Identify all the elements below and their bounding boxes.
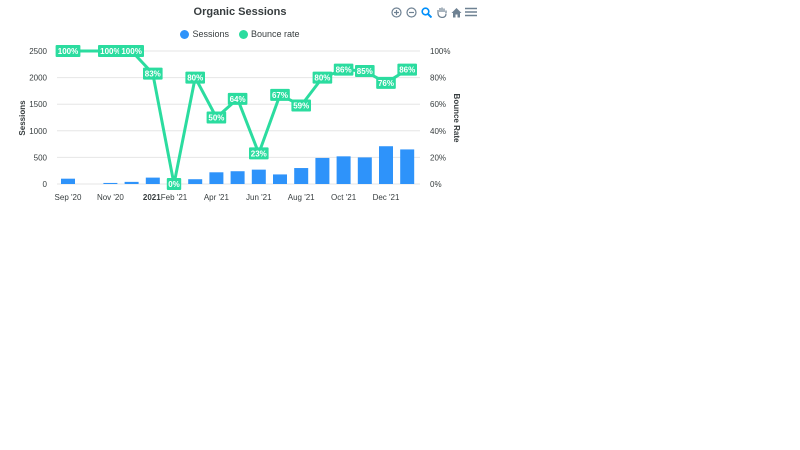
legend-label: Sessions <box>192 29 229 39</box>
pan-icon[interactable] <box>435 5 447 19</box>
data-label-bg <box>185 71 205 84</box>
data-label-bg <box>312 71 333 84</box>
data-label-bg <box>355 64 375 77</box>
bounce-rate-data-label: 76% <box>378 79 394 88</box>
sessions-bar <box>61 178 75 184</box>
bounce-rate-data-label: 80% <box>187 74 203 83</box>
reset-home-icon[interactable] <box>450 5 462 19</box>
sessions-bar <box>230 171 245 184</box>
bounce-rate-data-label: 50% <box>208 114 224 123</box>
sessions-bar <box>103 182 118 184</box>
data-label-bg <box>143 67 163 80</box>
bounce-rate-data-label: 0% <box>168 180 180 189</box>
sessions-bar <box>124 181 139 184</box>
y-right-axis-title: Bounce Rate <box>452 94 461 143</box>
data-label-bg <box>55 45 81 57</box>
y-right-tick-label: 20% <box>430 153 446 162</box>
legend-item-bounce-rate[interactable]: Bounce rate <box>238 29 300 39</box>
data-label-bg <box>270 88 290 101</box>
bounce-rate-data-label: 67% <box>272 91 288 100</box>
data-label-bg <box>333 63 354 76</box>
y-left-tick-label: 500 <box>34 153 48 162</box>
legend-marker <box>180 29 190 39</box>
chart-toolbar <box>390 5 477 19</box>
data-label-bg <box>206 111 227 124</box>
selection-zoom-icon[interactable] <box>420 5 432 19</box>
x-tick-label: Feb '21 <box>161 193 188 202</box>
data-label-bg <box>291 99 311 112</box>
bounce-rate-data-label: 86% <box>336 66 352 75</box>
data-label-bg <box>249 147 269 160</box>
menu-icon[interactable] <box>465 5 477 19</box>
data-label-bg <box>98 45 123 57</box>
bounce-rate-data-label: 23% <box>251 149 267 158</box>
sessions-bar <box>145 177 160 184</box>
y-left-axis-title: Sessions <box>18 100 27 136</box>
sessions-bar <box>379 146 393 184</box>
legend: Sessions Bounce rate <box>0 29 480 39</box>
zoom-in-icon[interactable] <box>390 5 402 19</box>
data-label-bg <box>397 63 417 76</box>
bounce-rate-data-label: 100% <box>100 47 120 56</box>
bounce-rate-data-label: 64% <box>230 95 246 104</box>
zoom-out-icon[interactable] <box>405 5 417 19</box>
sessions-bar <box>188 179 203 184</box>
data-label-bg <box>166 178 182 190</box>
bounce-rate-data-label: 80% <box>314 74 330 83</box>
bounce-rate-data-label: 100% <box>121 47 141 56</box>
legend-marker <box>238 29 248 39</box>
x-tick-label: Nov '20 <box>97 193 124 202</box>
sessions-bar <box>209 172 224 184</box>
data-label-bg <box>227 92 248 105</box>
x-tick-label: Dec '21 <box>373 193 400 202</box>
y-right-tick-label: 80% <box>430 74 446 83</box>
data-label-bg <box>376 76 396 89</box>
bounce-rate-data-label: 59% <box>293 102 309 111</box>
bounce-rate-data-label: 83% <box>145 70 161 79</box>
legend-item-sessions[interactable]: Sessions <box>180 29 229 39</box>
data-label-bg <box>119 45 144 57</box>
x-tick-label: Oct '21 <box>331 193 357 202</box>
y-left-tick-label: 0 <box>43 180 48 189</box>
sessions-bar <box>251 169 266 184</box>
x-tick-label: Sep '20 <box>55 193 82 202</box>
x-tick-label: 2021 <box>143 193 161 202</box>
y-left-tick-label: 1000 <box>29 127 47 136</box>
sessions-bar <box>294 168 309 184</box>
y-right-tick-label: 60% <box>430 100 446 109</box>
y-left-tick-label: 1500 <box>29 100 47 109</box>
y-left-tick-label: 2000 <box>29 74 47 83</box>
bounce-rate-line <box>68 49 408 186</box>
bounce-rate-data-label: 85% <box>357 67 373 76</box>
x-tick-label: Jun '21 <box>246 193 272 202</box>
sessions-bar <box>400 149 415 184</box>
y-right-tick-label: 100% <box>430 47 450 56</box>
bounce-rate-data-label: 100% <box>58 47 78 56</box>
y-right-tick-label: 40% <box>430 127 446 136</box>
x-tick-label: Aug '21 <box>288 193 315 202</box>
sessions-bar <box>315 157 330 184</box>
bounce-rate-data-label: 86% <box>399 66 415 75</box>
legend-label: Bounce rate <box>250 29 300 39</box>
sessions-bar <box>357 157 372 184</box>
x-tick-label: Apr '21 <box>204 193 230 202</box>
sessions-bar <box>273 174 287 184</box>
sessions-bar <box>336 156 351 184</box>
y-right-tick-label: 0% <box>430 180 442 189</box>
y-left-tick-label: 2500 <box>29 47 47 56</box>
chart-title: Organic Sessions <box>193 6 287 18</box>
